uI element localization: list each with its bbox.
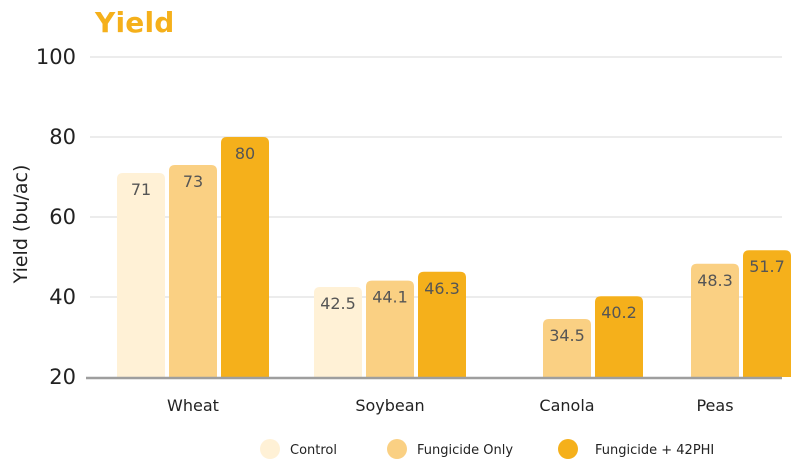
x-tick-label: Canola bbox=[539, 396, 594, 415]
bar-wheat-control bbox=[117, 173, 165, 377]
x-tick-label: Wheat bbox=[167, 396, 219, 415]
y-axis-label: Yield (bu/ac) bbox=[10, 165, 32, 285]
y-tick-label: 20 bbox=[49, 365, 76, 389]
legend-marker bbox=[260, 439, 280, 459]
y-tick-label: 40 bbox=[49, 285, 76, 309]
data-label: 44.1 bbox=[372, 288, 408, 307]
bar-peas-fungicide-42phi bbox=[743, 250, 791, 377]
y-tick-label: 80 bbox=[49, 125, 76, 149]
bar-wheat-fungicide-only bbox=[169, 165, 217, 377]
bar-soybean-fungicide-only bbox=[366, 280, 414, 377]
y-tick-label: 100 bbox=[36, 45, 76, 69]
bar-soybean-control bbox=[314, 287, 362, 377]
legend-marker bbox=[558, 439, 578, 459]
legend-label: Fungicide + 42PHI bbox=[595, 443, 714, 458]
bar-canola-fungicide-42phi bbox=[595, 296, 643, 377]
data-label: 73 bbox=[183, 172, 203, 191]
bar-wheat-fungicide-42phi bbox=[221, 137, 269, 377]
bar-peas-fungicide-only bbox=[691, 263, 739, 377]
chart-title: Yield bbox=[95, 6, 175, 39]
data-label: 80 bbox=[235, 144, 255, 163]
data-label: 46.3 bbox=[424, 279, 460, 298]
data-label: 48.3 bbox=[697, 271, 733, 290]
data-label: 71 bbox=[131, 180, 151, 199]
data-label: 34.5 bbox=[549, 326, 585, 345]
data-label: 51.7 bbox=[749, 257, 785, 276]
x-tick-label: Soybean bbox=[355, 396, 424, 415]
data-label: 40.2 bbox=[601, 303, 637, 322]
bar-canola-fungicide-only bbox=[543, 319, 591, 377]
legend-label: Control bbox=[290, 443, 337, 458]
data-label: 42.5 bbox=[320, 294, 356, 313]
x-tick-label: Peas bbox=[696, 396, 733, 415]
legend-label: Fungicide Only bbox=[417, 443, 513, 458]
bar-soybean-fungicide-42phi bbox=[418, 271, 466, 377]
y-tick-label: 60 bbox=[49, 205, 76, 229]
legend-marker bbox=[387, 439, 407, 459]
